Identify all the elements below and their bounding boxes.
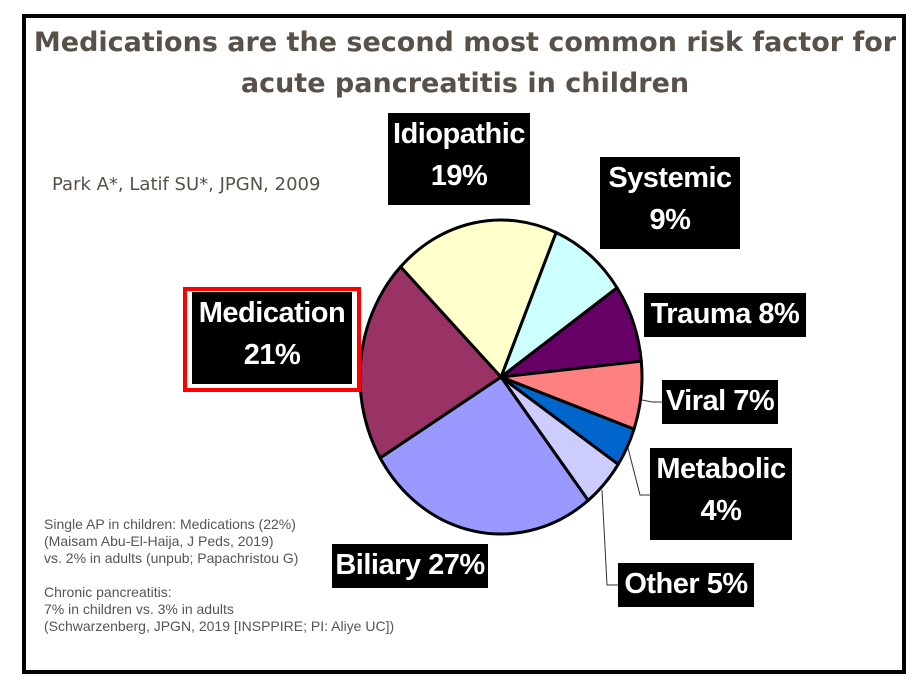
label-viral: Viral 7% bbox=[662, 380, 778, 424]
label-value: 21% bbox=[243, 339, 301, 371]
label-text: Medication bbox=[198, 297, 346, 329]
note-line: 7% in children vs. 3% in adults bbox=[44, 601, 234, 617]
label-value: 19% bbox=[430, 160, 488, 192]
note-spacer bbox=[44, 567, 394, 584]
label-systemic: Systemic 9% bbox=[600, 157, 740, 249]
slide-frame bbox=[22, 14, 906, 674]
medication-highlight-box bbox=[183, 287, 361, 392]
label-text: Viral 7% bbox=[665, 385, 775, 417]
label-value: 4% bbox=[700, 495, 742, 527]
label-other: Other 5% bbox=[618, 563, 754, 607]
note-line: (Maisam Abu-El-Haija, J Peds, 2019) bbox=[44, 533, 274, 549]
label-idiopathic: Idiopathic 19% bbox=[388, 113, 530, 205]
notes: Single AP in children: Medications (22%)… bbox=[44, 516, 394, 635]
label-text: Biliary 27% bbox=[335, 549, 485, 581]
pie-slice-systemic bbox=[499, 230, 619, 379]
label-medication: Medication 21% bbox=[192, 292, 352, 384]
note-line: Single AP in children: Medications (22%) bbox=[44, 516, 296, 532]
citation: Park A*, Latif SU*, JPGN, 2009 bbox=[52, 174, 321, 195]
label-text: Metabolic bbox=[656, 453, 786, 485]
note-line: Chronic pancreatitis: bbox=[44, 584, 172, 600]
label-text: Systemic bbox=[608, 162, 732, 194]
note-line: (Schwarzenberg, JPGN, 2019 [INSPPIRE; PI… bbox=[44, 618, 395, 634]
leader-line-viral bbox=[641, 399, 662, 403]
note-line: vs. 2% in adults (unpub; Papachristou G) bbox=[44, 550, 299, 566]
label-value: 9% bbox=[649, 204, 691, 236]
label-text: Trauma 8% bbox=[650, 298, 800, 330]
leader-line-other bbox=[601, 489, 618, 586]
label-metabolic: Metabolic 4% bbox=[650, 448, 792, 540]
label-text: Other 5% bbox=[624, 568, 748, 600]
label-biliary: Biliary 27% bbox=[332, 544, 488, 588]
slide-title: Medications are the second most common r… bbox=[30, 22, 900, 104]
label-trauma: Trauma 8% bbox=[644, 293, 806, 337]
label-text: Idiopathic bbox=[393, 118, 525, 150]
pie-slice-biliary bbox=[378, 375, 590, 536]
title-line-1: Medications are the second most common r… bbox=[33, 27, 897, 58]
pie-slice-idiopathic bbox=[399, 218, 558, 379]
leader-line-metabolic bbox=[627, 447, 652, 496]
title-line-2: acute pancreatitis in children bbox=[240, 68, 690, 99]
